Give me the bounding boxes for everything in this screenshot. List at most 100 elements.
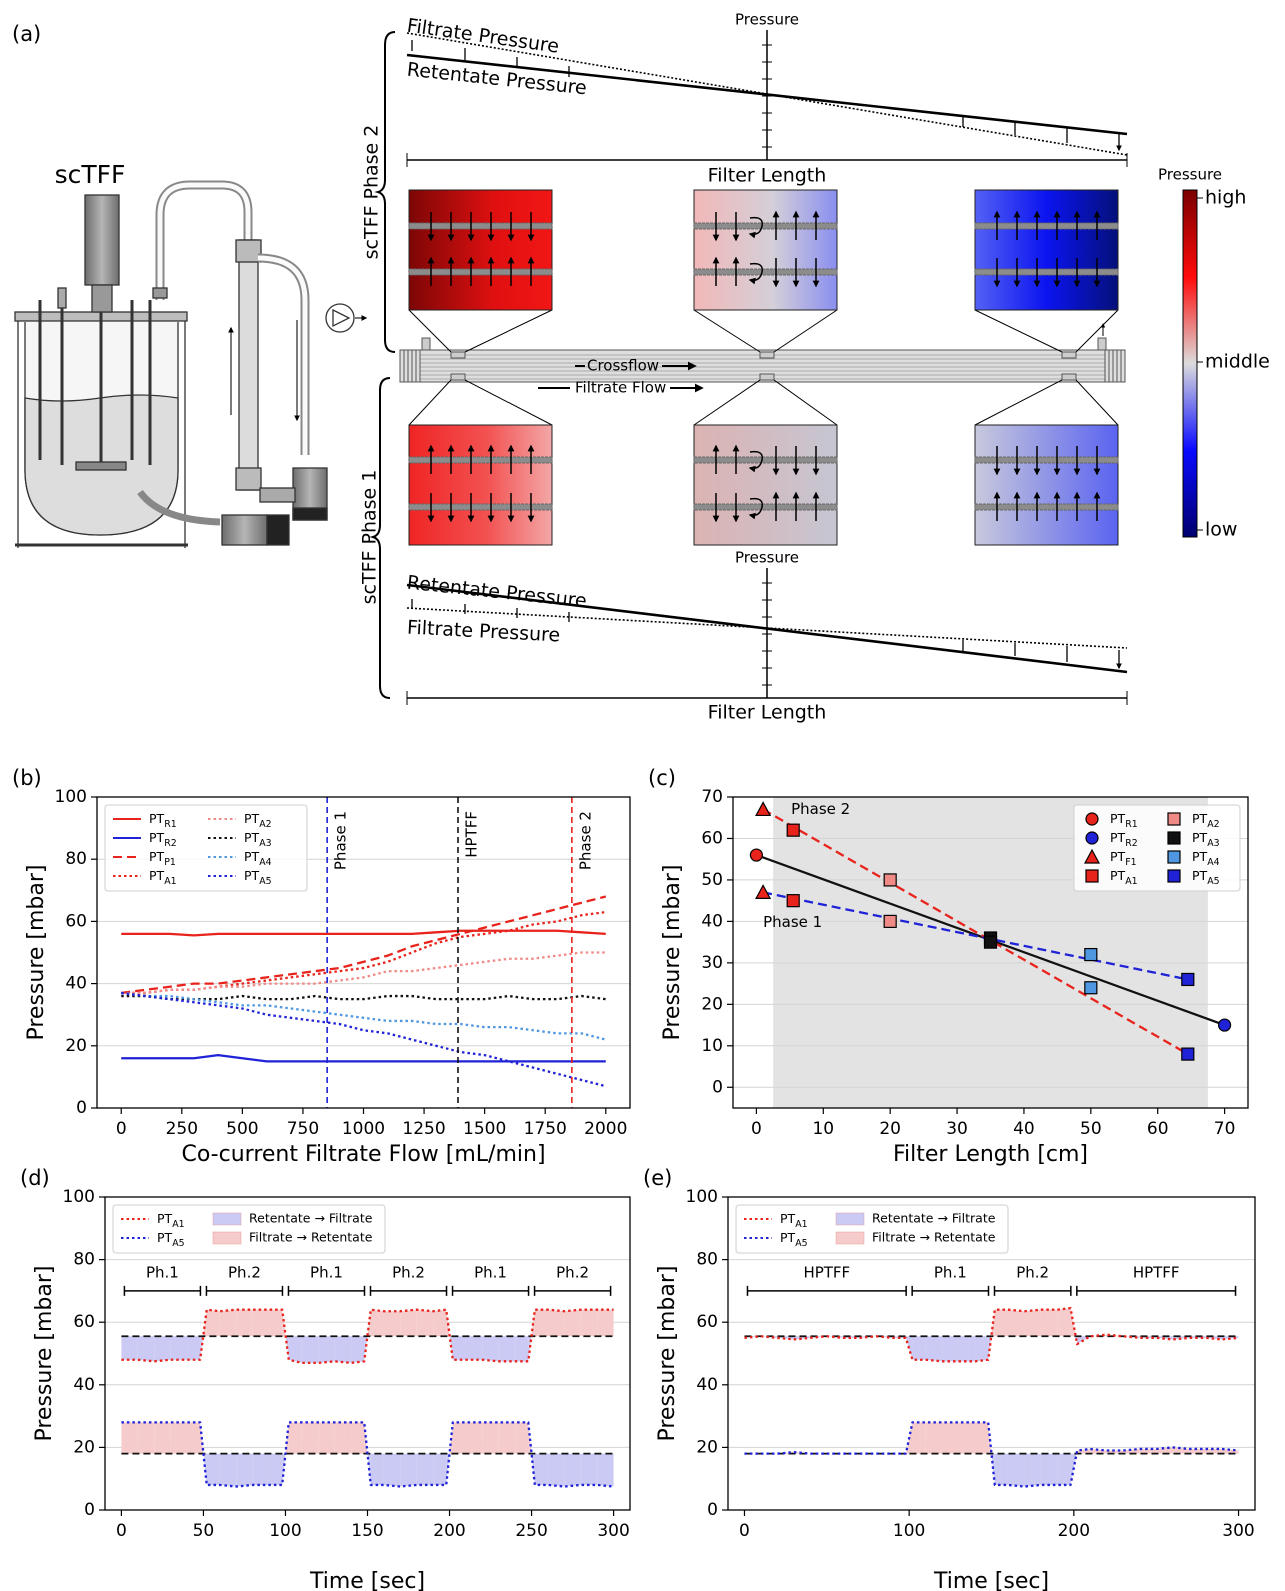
colorbar-part [1197,197,1203,531]
x-tick-label: 750 [287,1119,319,1139]
membrane [693,456,838,464]
filter-module-part [450,351,466,359]
marker [1181,1047,1195,1061]
membrane-views-part [408,189,553,311]
series-line [121,1053,606,1063]
membrane [974,222,1119,230]
y-tick-label: 20 [65,1036,87,1056]
bioreactor-part [292,507,328,521]
legend-label: PTA4 [1192,849,1220,869]
y-tick-label: 50 [701,870,723,890]
fill-area [597,1453,614,1487]
legend-swatch [835,1231,865,1245]
legend-marker [1085,869,1099,883]
y-tick-label: 80 [73,1250,95,1270]
membrane [408,456,553,464]
panel-label: (a) [12,22,41,46]
y-tick-label: 40 [73,1375,95,1395]
legend-text-part: PT [244,830,260,845]
fill-area [433,1309,447,1337]
fill-area [912,1336,926,1360]
filter-module-part [408,309,1119,353]
legend-text-part: A1 [795,1219,807,1230]
fill-area [1205,1448,1223,1454]
legend-label: PTP1 [149,849,176,869]
y-tick-label: 100 [63,1187,95,1207]
fill-area [351,1422,365,1454]
fill-area [121,1422,138,1454]
colorbar-part [1182,189,1198,538]
filter-module-part [408,379,1119,426]
x-tick-label: 0 [739,1521,750,1541]
fill-area [547,1453,565,1487]
fill-area [1139,1448,1157,1454]
y-tick-label: 0 [707,1500,718,1520]
legend-marker [1167,850,1181,864]
y-tick-label: 100 [55,787,87,807]
fill-area [170,1422,188,1454]
marker [1084,981,1098,995]
x-tick-label: 10 [812,1119,834,1139]
legend-label: Retentate → Filtrate [249,1211,373,1226]
legend-marker [1167,831,1181,845]
fill-area [942,1336,959,1362]
legend-label: PTA3 [1192,830,1220,850]
panel-label: (e) [643,1166,672,1190]
legend-text-part: R2 [1125,838,1138,849]
membrane-views-part [408,424,553,546]
fill-area [370,1453,384,1485]
fill-area [1222,1448,1239,1454]
panel-label: (b) [12,766,42,790]
x-tick-label: 1750 [524,1119,567,1139]
filter-module-part [759,351,775,359]
phase-label: Ph.2 [1016,1263,1049,1281]
fill-area [1172,1447,1190,1454]
fill-area [465,1422,483,1454]
phase-bracket [1076,1285,1237,1296]
legend-text-part: PT [780,1211,796,1226]
fill-area [1024,1453,1041,1487]
x-tick-label: 60 [1147,1119,1169,1139]
x-tick-label: 1000 [342,1119,385,1139]
legend-text-part: PT [780,1230,796,1245]
legend-label: PTF1 [1110,849,1137,869]
x-tick-label: 40 [1013,1119,1035,1139]
phase-bracket [123,1285,202,1296]
phase-label: Ph.1 [310,1263,343,1281]
filter-module-part [1097,337,1107,351]
fill-area [482,1422,499,1454]
marker [749,848,764,862]
x-tick-label: 200 [433,1521,465,1541]
legend-label: PTA5 [780,1230,808,1250]
fill-area [170,1336,188,1360]
x-tick-label: 30 [946,1119,968,1139]
x-tick-label: 1250 [402,1119,445,1139]
y-tick-label: 60 [65,911,87,931]
filter-module [399,309,1126,426]
x-tick-label: 50 [1080,1119,1102,1139]
fit-line [762,808,1189,1056]
fill-area [383,1311,401,1337]
legend-marker [1083,848,1101,864]
plot-frame [104,1196,631,1511]
legend-marker [1085,812,1099,826]
phase-bracket [451,1285,530,1296]
marker [755,884,772,899]
fill-area [318,1422,335,1454]
membrane [408,503,553,511]
y-tick-label: 40 [65,974,87,994]
legend-marker [1167,812,1181,826]
legend-label: Filtrate → Retentate [249,1230,373,1245]
fill-area [942,1422,959,1454]
line-label: Filtrate Pressure [406,15,561,58]
colorbar-label: middle [1205,351,1270,373]
fill-area [446,1453,450,1485]
legend-label: PTR2 [1110,830,1138,850]
y-tick-label: 40 [696,1375,718,1395]
fill-area [206,1453,220,1485]
legend-box [104,804,308,892]
phase-label: scTFF Phase 2 [361,125,383,260]
fill-area [334,1422,352,1454]
fill-area [301,1336,319,1363]
phase-bracket [369,1285,448,1296]
